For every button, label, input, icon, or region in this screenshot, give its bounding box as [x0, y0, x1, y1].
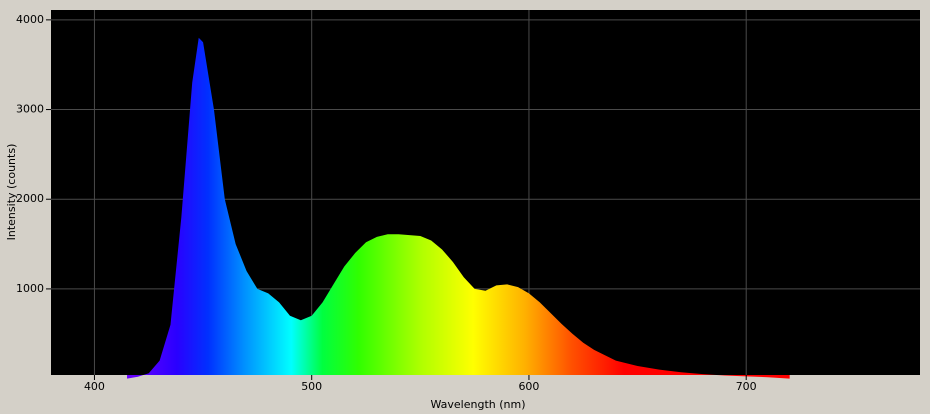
y-tick-label: 1000 — [16, 282, 44, 295]
x-axis-label: Wavelength (nm) — [430, 398, 525, 411]
y-axis-label: Intensity (counts) — [5, 144, 18, 241]
x-tick-label: 500 — [301, 380, 322, 393]
y-tick-label: 3000 — [16, 103, 44, 116]
x-tick-label: 400 — [84, 380, 105, 393]
y-tick-label: 2000 — [16, 192, 44, 205]
spectrum-area — [127, 37, 790, 379]
x-tick-label: 600 — [518, 380, 539, 393]
y-tick-label: 4000 — [16, 13, 44, 26]
x-tick-label: 700 — [736, 380, 757, 393]
